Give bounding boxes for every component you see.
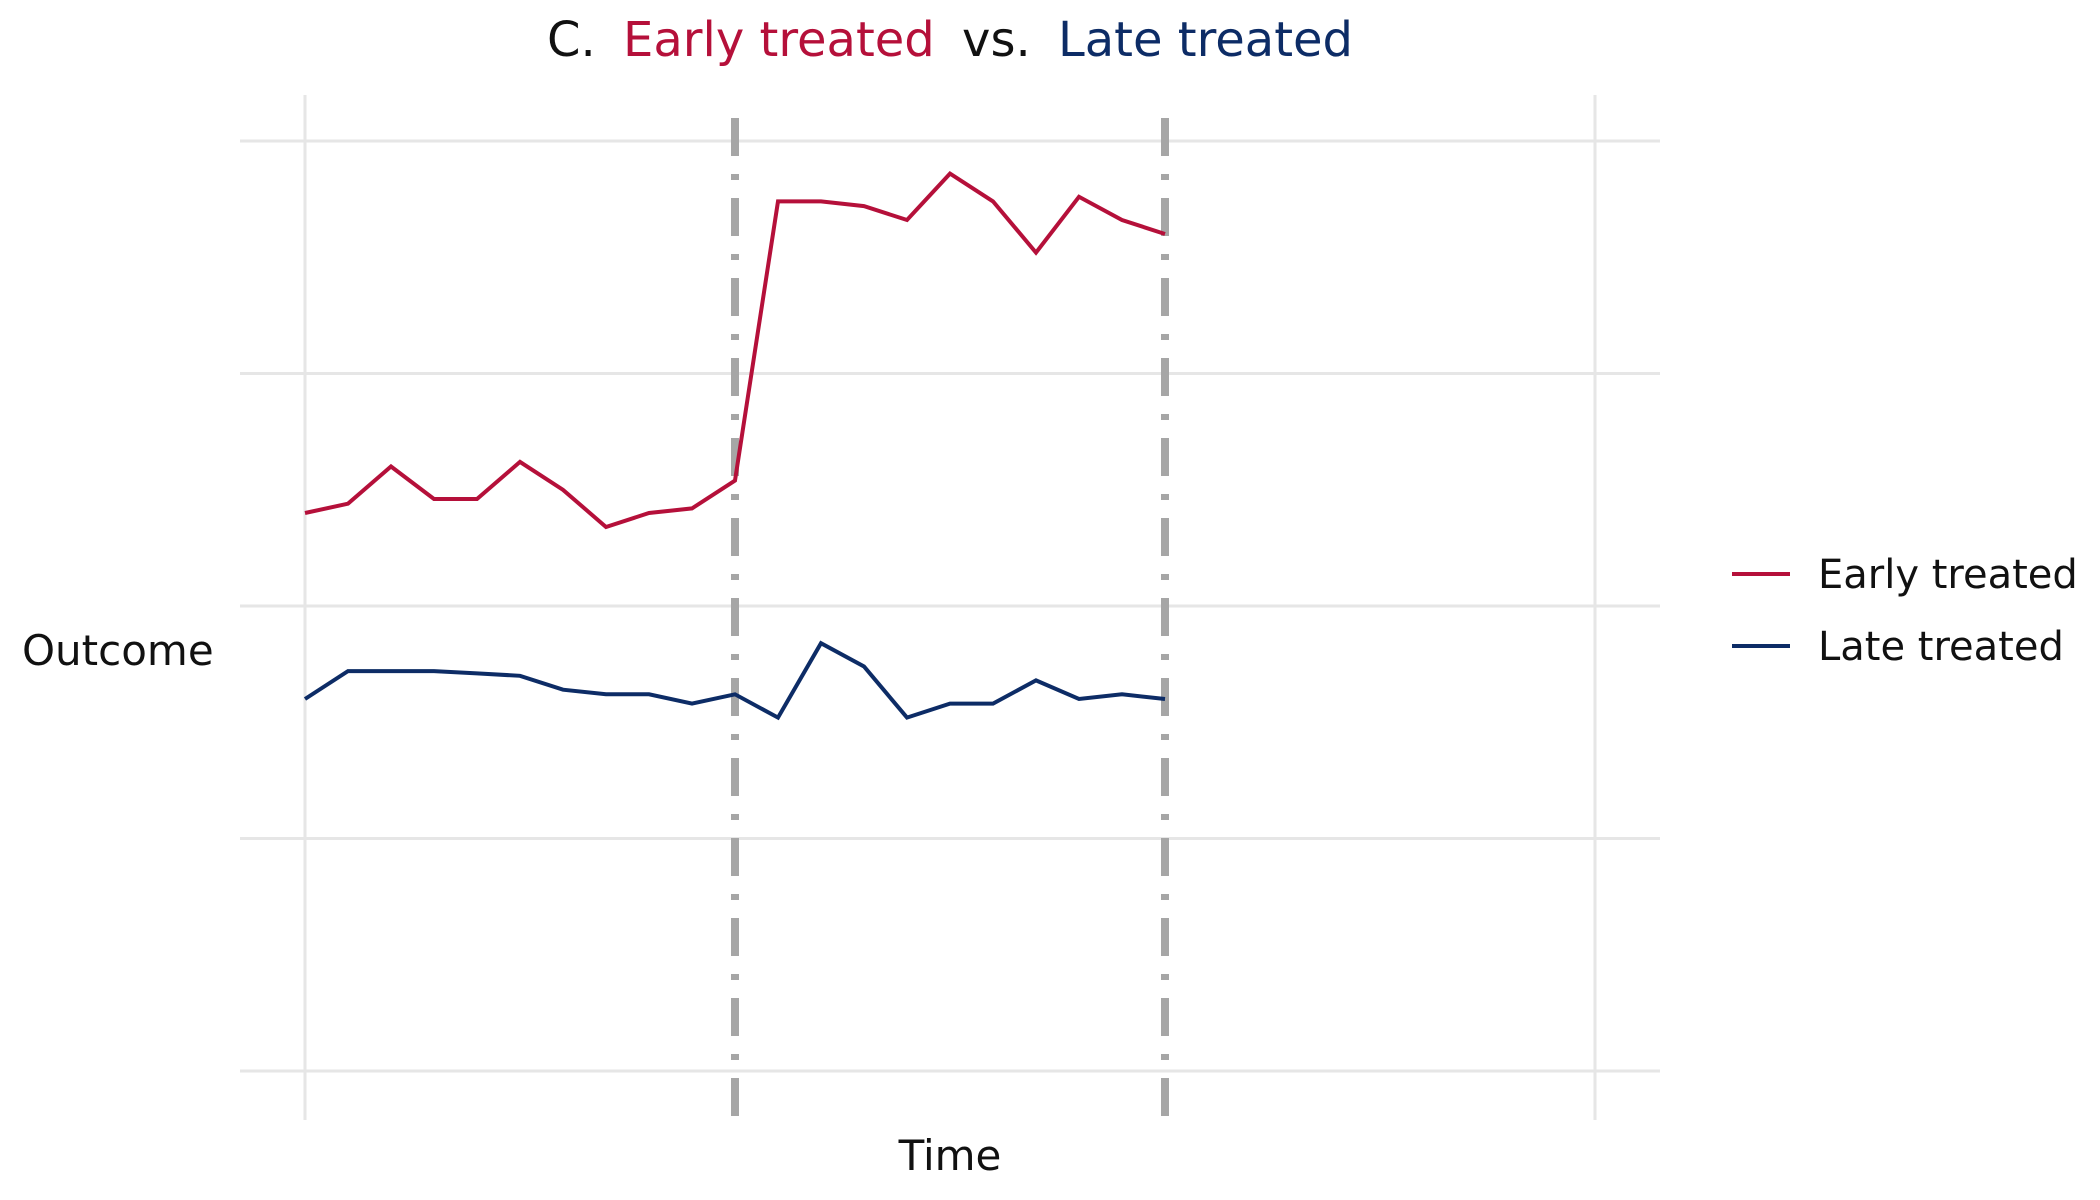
y-axis-label: Outcome	[22, 626, 214, 675]
legend: Early treated Late treated	[1732, 552, 2078, 670]
legend-label-late-treated: Late treated	[1818, 624, 2064, 670]
x-axis-label: Time	[898, 1131, 1002, 1180]
legend-label-early-treated: Early treated	[1818, 552, 2078, 598]
series-line-early-treated	[304, 171, 1166, 530]
grid	[240, 95, 1660, 1120]
series-lines	[303, 171, 1166, 721]
series-line-late-treated	[303, 640, 1166, 721]
treatment-lines	[731, 118, 1169, 1120]
title-prefix: C.	[547, 12, 596, 68]
title-late-treated: Late treated	[1058, 12, 1353, 68]
chart-title: C. Early treated vs. Late treated	[547, 12, 1353, 68]
title-vs: vs.	[962, 12, 1031, 68]
title-early-treated: Early treated	[623, 12, 935, 68]
